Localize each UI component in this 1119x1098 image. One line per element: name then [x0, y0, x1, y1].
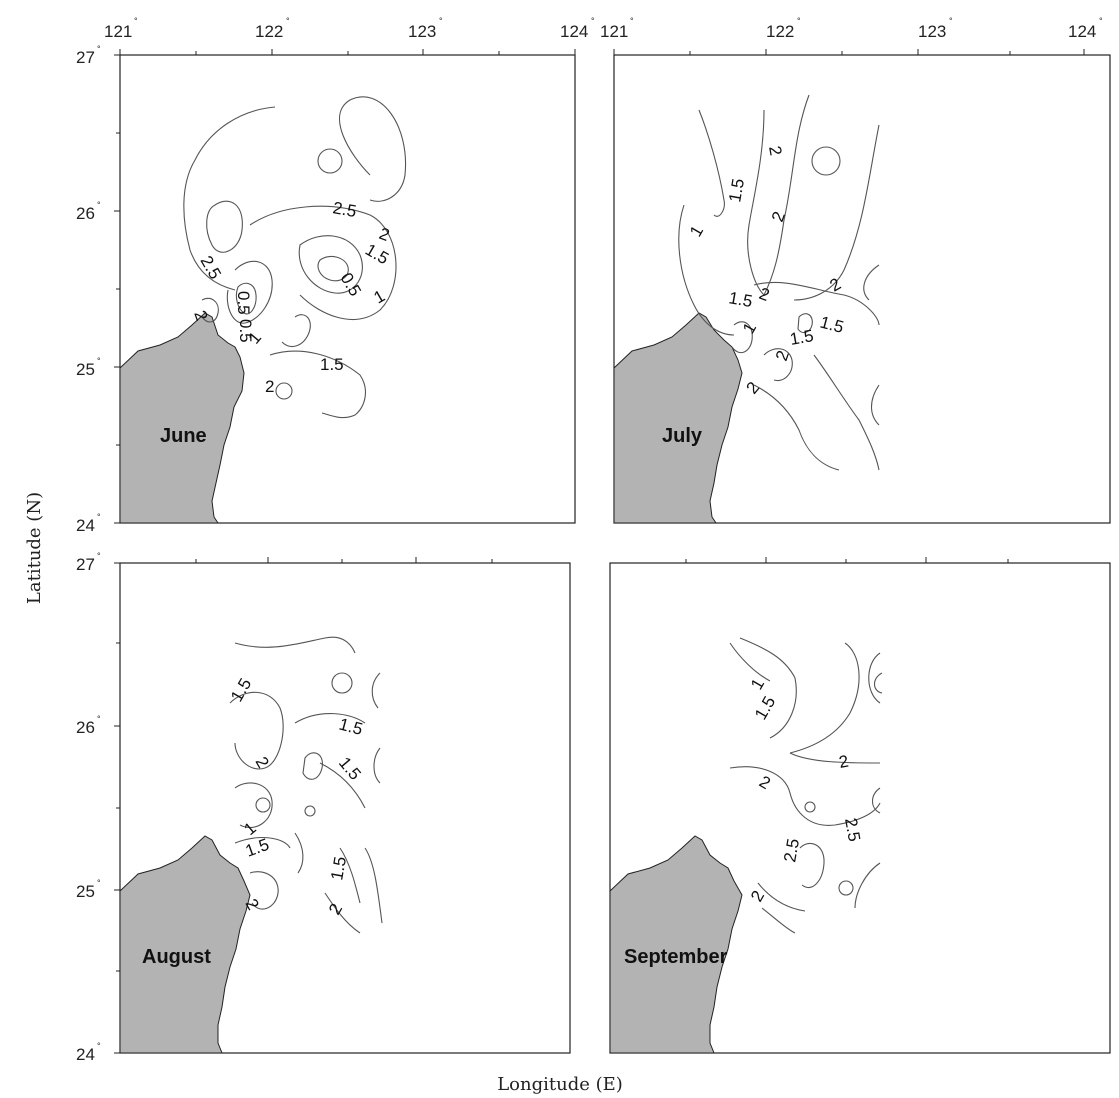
degree-symbol: ° — [97, 44, 101, 54]
lat-ticks — [114, 54, 120, 524]
lon-tick-label: 121 — [104, 22, 132, 41]
contour-label: 1.5 — [727, 288, 754, 311]
contour-label: 1.5 — [362, 240, 392, 268]
lon-tick-labels: 121 ° 122 ° 123 ° 124 ° 121 ° 122 ° 123 … — [104, 16, 1103, 41]
degree-symbol: ° — [439, 16, 443, 26]
degree-symbol: ° — [97, 512, 101, 522]
contour-label: 1 — [240, 818, 259, 839]
lon-tick-label: 124 — [1068, 22, 1096, 41]
contour-label: 1.5 — [327, 855, 350, 882]
contour-label: 1 — [371, 286, 389, 307]
panel-september: 1 1.5 2 2 2.5 2.5 2 September — [609, 557, 1111, 1054]
lon-ticks — [195, 557, 493, 563]
lon-tick-label: 123 — [408, 22, 436, 41]
degree-symbol: ° — [630, 16, 634, 26]
contour-label: 1.5 — [725, 177, 748, 204]
contour-label: 2 — [265, 377, 274, 396]
land-taiwan — [119, 835, 251, 1054]
contour-label: 2 — [765, 144, 785, 157]
lon-tick-label: 121 — [600, 22, 628, 41]
degree-symbol: ° — [1099, 16, 1103, 26]
lat-tick-label: 24 — [76, 1045, 95, 1064]
contour-label: 1.5 — [320, 355, 344, 374]
y-axis-title: Latitude (N) — [24, 492, 45, 604]
degree-symbol: ° — [286, 16, 290, 26]
contour-label: 2 — [377, 224, 392, 245]
lat-ticks — [114, 562, 120, 1054]
lat-tick-label: 25 — [76, 882, 95, 901]
lon-tick-label: 124 — [560, 22, 588, 41]
lat-tick-label: 26 — [76, 718, 95, 737]
contours — [229, 636, 383, 934]
land-taiwan — [119, 312, 245, 524]
lon-ticks — [685, 557, 1009, 563]
contour-label: 2 — [325, 900, 346, 918]
degree-symbol: ° — [97, 356, 101, 366]
contour-label: 1.5 — [751, 693, 779, 723]
contour-label: 2.5 — [780, 837, 803, 864]
contour-label: 2 — [837, 752, 850, 772]
contour-label: 2 — [757, 284, 772, 305]
contour-label: 1.5 — [818, 313, 846, 337]
contour-label: 1 — [739, 319, 760, 337]
degree-symbol: ° — [797, 16, 801, 26]
x-axis-title: Longitude (E) — [497, 1074, 623, 1095]
degree-symbol: ° — [949, 16, 953, 26]
contour-label: 2 — [743, 378, 764, 397]
contour-label: 0.5 — [337, 270, 365, 300]
degree-symbol: ° — [97, 200, 101, 210]
contours — [678, 94, 880, 471]
contour-label: 0.5 — [234, 291, 253, 315]
contours — [729, 637, 883, 934]
lat-tick-label: 25 — [76, 360, 95, 379]
lon-ticks — [119, 49, 576, 55]
lat-tick-label: 27 — [76, 555, 95, 574]
contour-label: 2 — [747, 887, 768, 905]
panel-month-label: September — [624, 946, 728, 968]
degree-symbol: ° — [591, 16, 595, 26]
panel-august: 1.5 1.5 2 1.5 1 1.5 2 1.5 2 August — [114, 557, 571, 1054]
contour-label: 0.5 — [236, 319, 255, 343]
panel-frame — [613, 54, 1111, 524]
contour-label: 1.5 — [335, 753, 365, 783]
lon-tick-label: 122 — [255, 22, 283, 41]
land-taiwan — [613, 312, 743, 524]
lat-tick-label: 24 — [76, 516, 95, 535]
contour-label: 2.5 — [197, 253, 225, 283]
contour-label: 2.5 — [841, 816, 864, 843]
lon-tick-label: 122 — [766, 22, 794, 41]
contour-label: 1.5 — [227, 675, 255, 705]
lon-tick-label: 123 — [918, 22, 946, 41]
panel-month-label: July — [662, 425, 703, 447]
contour-label: 2.5 — [331, 198, 358, 221]
contour-label: 1 — [686, 222, 707, 240]
contour-label: 1.5 — [337, 715, 365, 739]
lat-tick-label: 27 — [76, 48, 95, 67]
lat-tick-labels: 27 ° 26 ° 25 ° 24 ° 27 ° 26 ° 25 ° 24 ° — [76, 44, 101, 1064]
panel-month-label: August — [142, 946, 211, 968]
panel-frame — [609, 562, 1111, 1054]
lat-tick-label: 26 — [76, 204, 95, 223]
contour-label: 2 — [772, 348, 793, 363]
land-taiwan — [609, 835, 743, 1054]
contour-label: 2 — [756, 772, 774, 793]
degree-symbol: ° — [97, 1041, 101, 1051]
degree-symbol: ° — [97, 551, 101, 561]
contour-label: 1.5 — [788, 326, 815, 349]
panel-june: 2.5 2 1.5 0.5 1 2.5 2 0.5 0.5 1 1.5 2 Ju… — [114, 49, 576, 524]
degree-symbol: ° — [97, 714, 101, 724]
panel-month-label: June — [160, 425, 207, 447]
lon-ticks — [613, 49, 1085, 55]
degree-symbol: ° — [134, 16, 138, 26]
degree-symbol: ° — [97, 878, 101, 888]
contours — [183, 96, 407, 419]
panel-july: 2 1.5 2 1 1.5 2 2 1.5 1 1.5 2 2 July — [613, 49, 1111, 524]
